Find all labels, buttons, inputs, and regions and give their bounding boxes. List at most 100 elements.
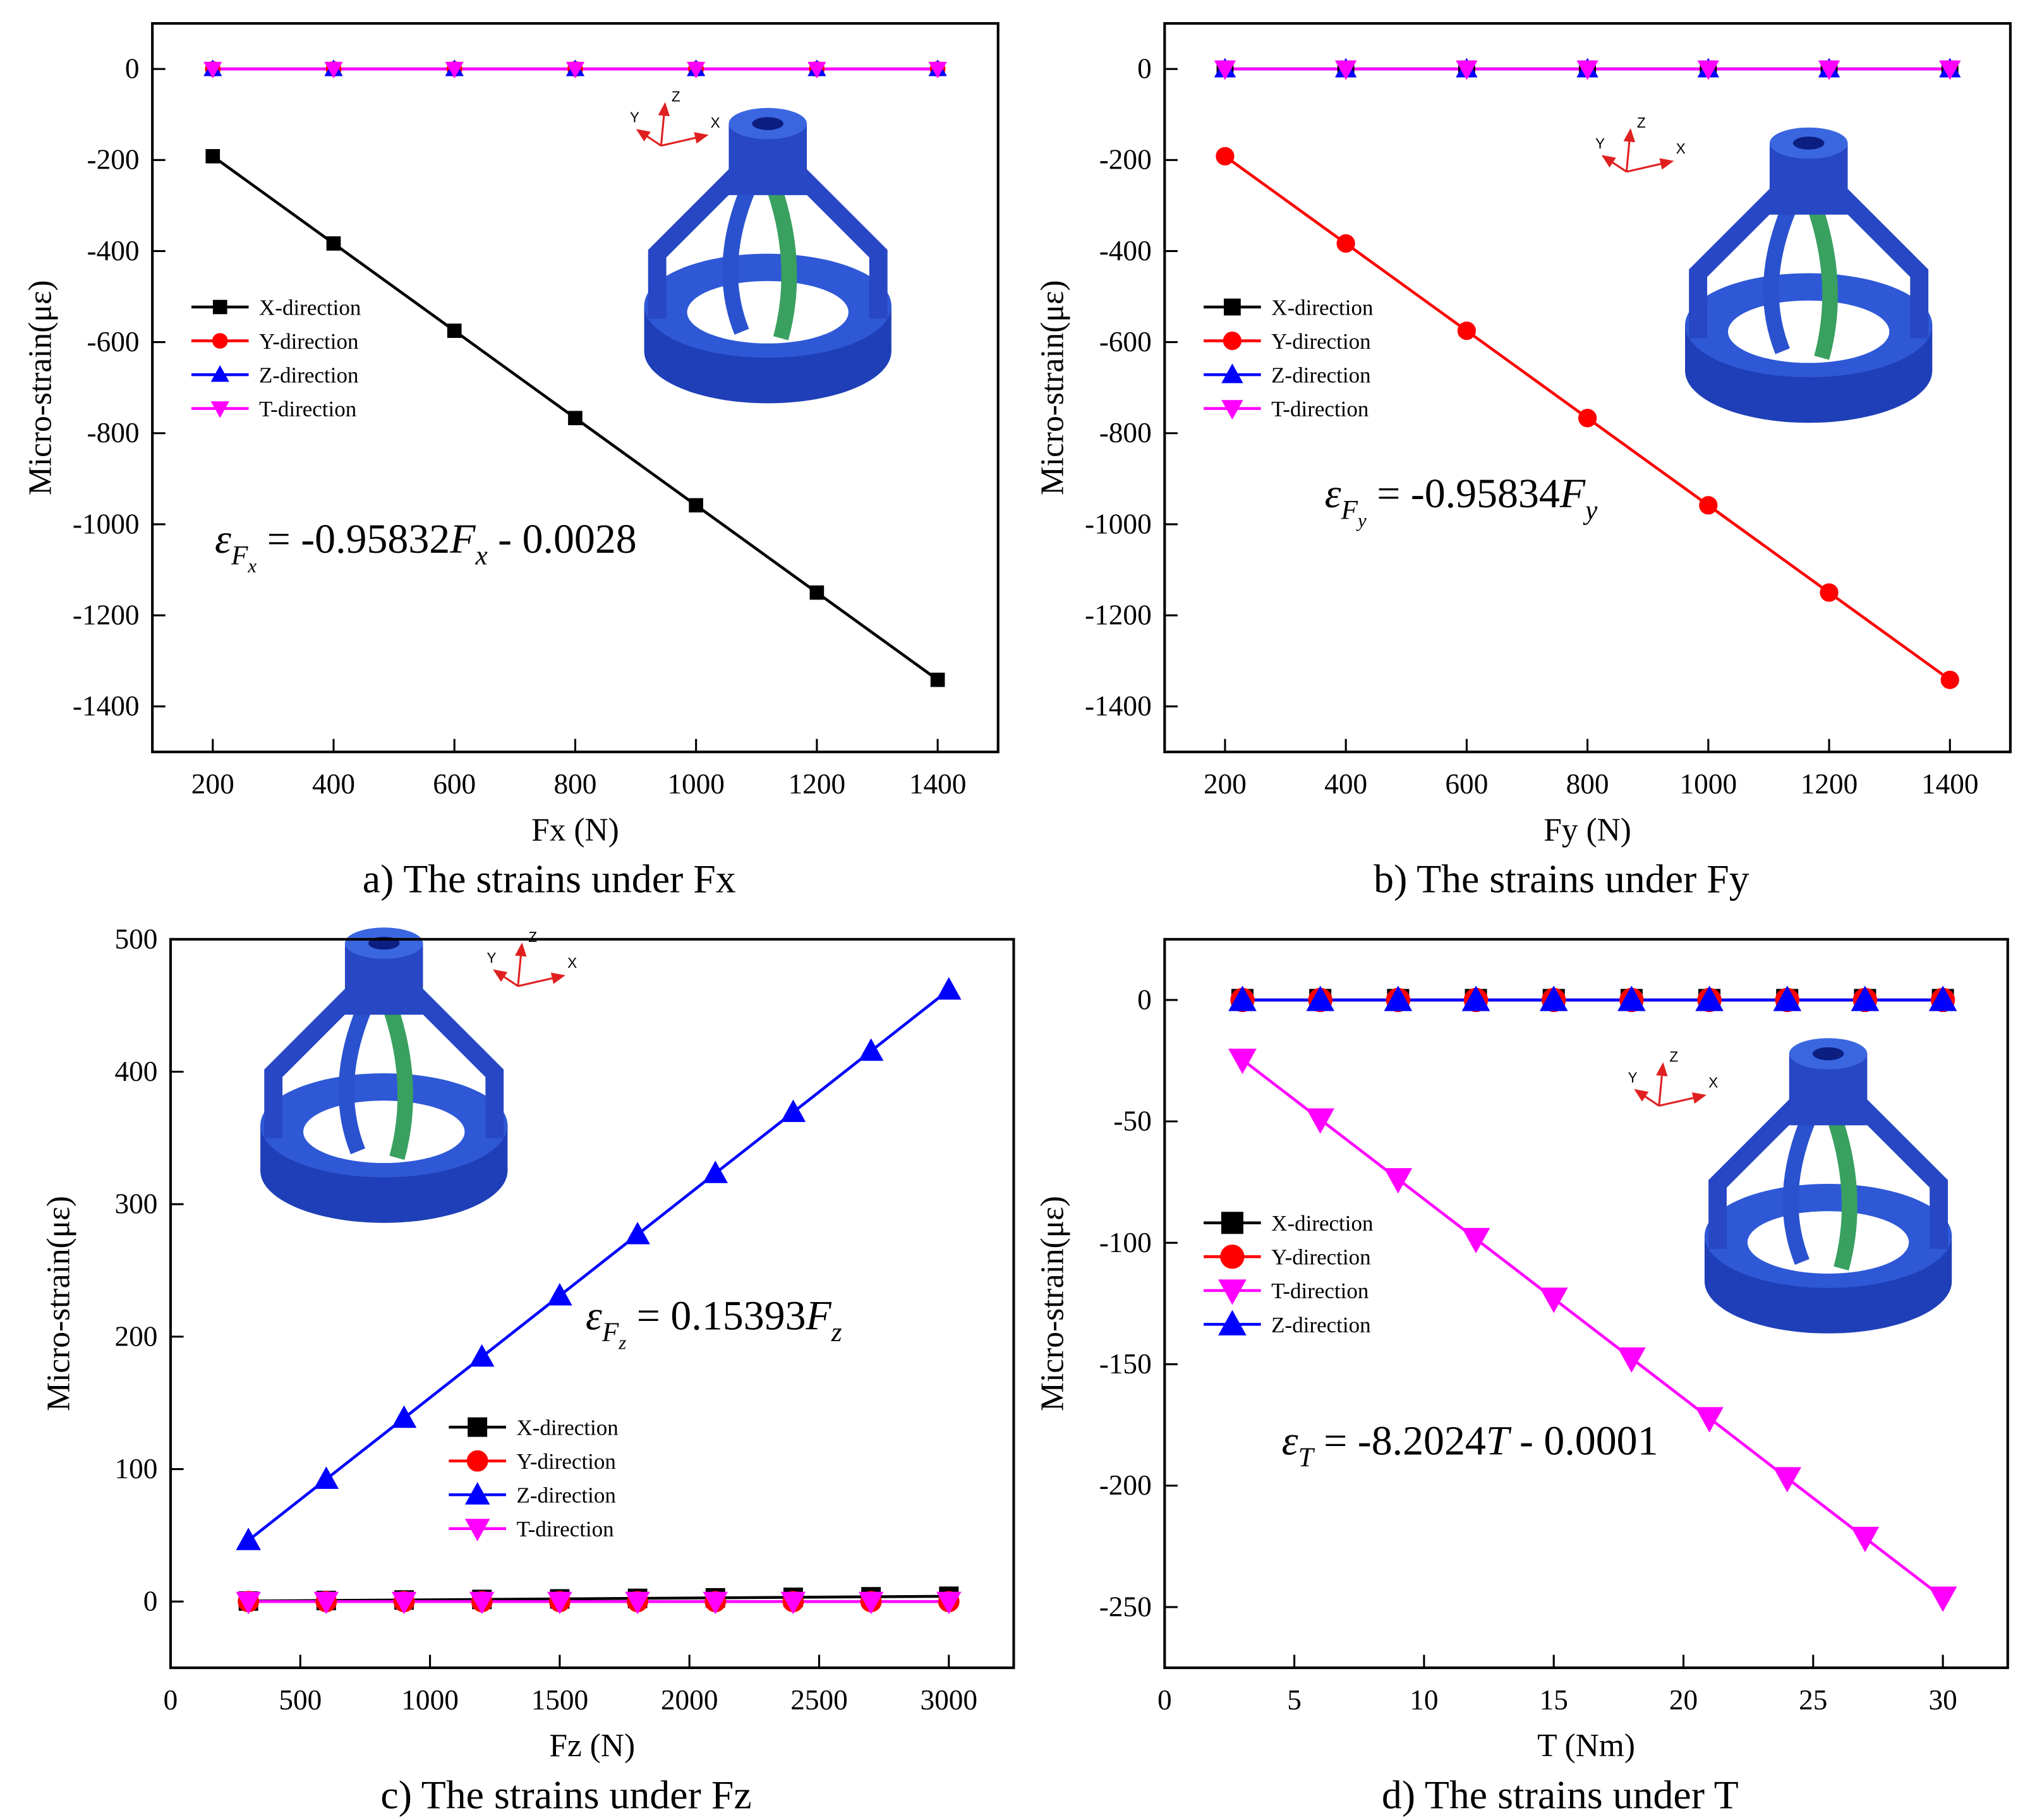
fea-arm: [1708, 1092, 1809, 1249]
equation-part: y: [1583, 495, 1598, 526]
marker: [1461, 985, 1490, 1011]
x-tick-label: 400: [1324, 768, 1367, 800]
marker: [1228, 1048, 1257, 1075]
marker: [1456, 60, 1478, 80]
equation-part: F: [449, 516, 476, 562]
marker: [1221, 400, 1243, 420]
glyph-label: X: [1676, 140, 1686, 157]
x-tick-label: 5: [1287, 1684, 1302, 1716]
glyph-label: Z: [672, 88, 680, 105]
marker: [1820, 583, 1839, 602]
marker: [212, 333, 228, 349]
marker: [1228, 985, 1257, 1011]
glyph-arrow: [1634, 1089, 1660, 1107]
glyph-arrow: [493, 969, 519, 987]
marker: [236, 1591, 261, 1615]
equation-part: y: [1356, 509, 1367, 531]
y-axis-label: Micro-strain(με): [1035, 1196, 1071, 1411]
equation-part: = -0.95834: [1367, 471, 1560, 517]
y-tick-label: 0: [143, 1586, 158, 1617]
x-tick-label: 1000: [667, 768, 725, 800]
marker: [936, 977, 962, 1000]
glyph-arrow: [1626, 158, 1674, 173]
x-tick-label: 400: [312, 768, 355, 800]
marker: [858, 1591, 884, 1615]
marker: [1306, 985, 1335, 1011]
marker: [1384, 1168, 1413, 1194]
fea-arm: [1689, 182, 1789, 339]
marker: [1928, 1586, 1957, 1612]
y-tick-label: -800: [87, 417, 140, 449]
legend-label: T-direction: [516, 1517, 613, 1541]
marker: [1773, 1467, 1802, 1493]
marker: [1216, 147, 1235, 166]
equation-part: x: [247, 555, 257, 577]
y-tick-label: 0: [125, 53, 140, 85]
x-tick-label: 1200: [1801, 768, 1858, 800]
legend-label: T-direction: [1271, 1279, 1368, 1303]
caption: a) The strains under Fx: [363, 857, 736, 901]
glyph-arrow: [1623, 128, 1636, 172]
marker: [780, 1099, 806, 1123]
marker: [1214, 60, 1236, 80]
legend-label: Z-direction: [516, 1483, 615, 1508]
y-tick-label: 500: [114, 923, 157, 955]
marker: [1773, 985, 1802, 1011]
y-tick-label: -100: [1099, 1227, 1152, 1258]
equation-part: ε: [215, 516, 231, 562]
marker: [568, 411, 583, 426]
equation-part: ε: [1282, 1418, 1298, 1464]
x-axis-label: Fz (N): [549, 1728, 635, 1764]
glyph-label: X: [1708, 1075, 1718, 1091]
x-tick-label: 1000: [1680, 768, 1737, 800]
fea-hole: [1728, 300, 1890, 363]
marker: [689, 498, 703, 513]
glyph-label: Z: [1669, 1048, 1678, 1064]
equation-part: ε: [586, 1293, 602, 1339]
fea-arm: [1808, 205, 1838, 360]
equation: εFy = -0.95834Fy: [1325, 471, 1598, 531]
x-tick-label: 0: [164, 1684, 178, 1716]
marker: [1461, 1227, 1490, 1253]
fea-model: [260, 927, 508, 1223]
marker: [625, 1591, 650, 1615]
marker: [1695, 985, 1724, 1011]
fea-hole: [687, 280, 849, 344]
y-axis-label: Micro-strain(με): [23, 280, 59, 495]
marker: [703, 1160, 728, 1183]
y-axis-label: Micro-strain(με): [40, 1196, 76, 1411]
x-tick-label: 10: [1410, 1684, 1438, 1716]
marker: [210, 365, 229, 382]
glyph-label: X: [567, 955, 577, 971]
glyph-arrow: [1601, 155, 1628, 173]
legend-label: Y-direction: [1271, 1245, 1370, 1270]
caption: c) The strains under Fz: [380, 1772, 751, 1817]
fea-arm: [787, 162, 888, 319]
x-tick-label: 1000: [401, 1684, 459, 1716]
marker: [1940, 670, 1959, 689]
fea-model: [1704, 1038, 1952, 1334]
marker: [858, 1038, 884, 1061]
marker: [1221, 1212, 1243, 1234]
marker: [469, 1344, 495, 1367]
x-tick-label: 200: [1204, 768, 1247, 800]
equation-part: x: [474, 541, 487, 571]
marker: [565, 61, 585, 79]
equation-part: = 0.15393: [626, 1293, 806, 1339]
marker: [1457, 321, 1477, 340]
marker: [1928, 985, 1957, 1011]
equation-part: - 0.0001: [1509, 1418, 1658, 1464]
legend-label: X-direction: [516, 1415, 618, 1440]
equation: εFx = -0.95832Fx - 0.0028: [215, 516, 637, 577]
marker: [464, 1519, 490, 1541]
x-tick-label: 1400: [1921, 768, 1979, 800]
y-tick-label: -1000: [73, 508, 140, 539]
marker: [1306, 1108, 1335, 1134]
y-tick-label: 0: [1137, 984, 1152, 1015]
x-tick-label: 2500: [790, 1684, 848, 1716]
fea-model: [1685, 127, 1933, 423]
marker: [547, 1282, 572, 1306]
fea-hole: [303, 1100, 465, 1164]
fea-hub: [752, 117, 783, 130]
